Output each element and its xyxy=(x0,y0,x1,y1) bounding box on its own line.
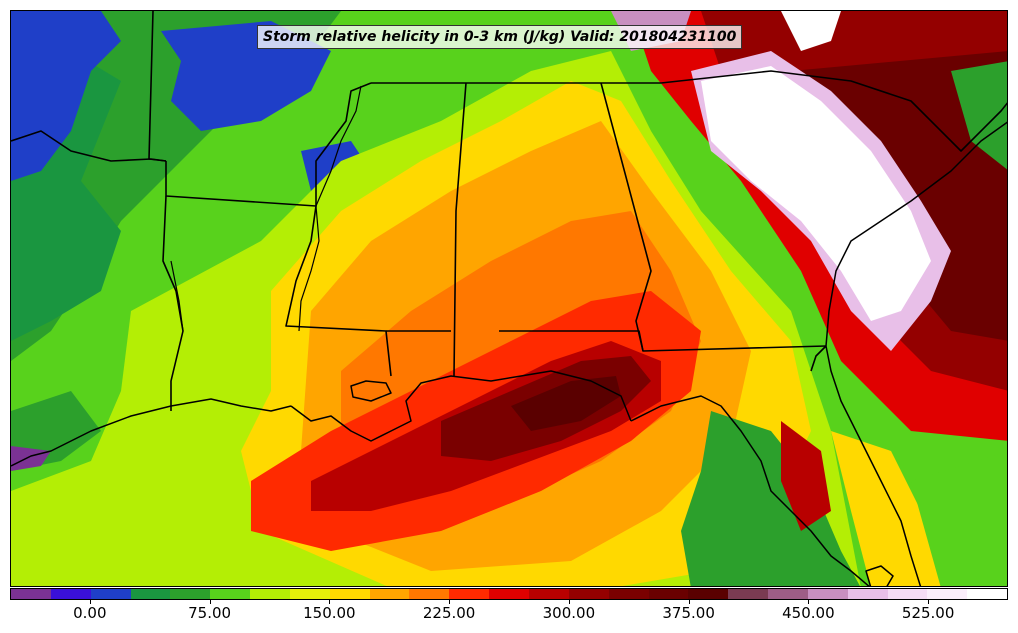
colorbar-segment xyxy=(688,589,729,599)
coast-florida-gulf xyxy=(630,395,870,586)
colorbar xyxy=(10,588,1008,600)
colorbar-segment xyxy=(807,589,848,599)
border-ga-fl-east xyxy=(810,345,827,372)
colorbar-segment xyxy=(250,589,290,599)
border-al-ga xyxy=(600,82,827,352)
colorbar-segment xyxy=(11,589,51,599)
border-al-fl xyxy=(499,330,644,352)
colorbar-segment xyxy=(130,589,171,599)
field-northeast-white xyxy=(781,11,841,51)
colorbar-tick-label: 225.00 xyxy=(422,604,476,622)
colorbar-segment xyxy=(170,589,211,599)
border-tx-la xyxy=(162,195,184,411)
colorbar-segment xyxy=(887,589,928,599)
colorbar-labels: 0.00 75.00 150.00 225.00 300.00 375.00 450.00 5… xyxy=(10,600,1008,630)
colorbar-tick-label: 150.00 xyxy=(303,604,356,622)
coastlines xyxy=(11,121,1007,586)
colorbar-segment xyxy=(927,589,968,599)
colorbar-segment xyxy=(568,589,609,599)
colorbar-segment xyxy=(847,589,888,599)
river-mississippi xyxy=(298,85,362,332)
colorbar-segment xyxy=(289,589,330,599)
rivers xyxy=(170,85,362,332)
colorbar-segment xyxy=(449,589,490,599)
coast-atlantic-carolina xyxy=(825,121,1007,347)
colorbar-segment xyxy=(967,589,1008,599)
field-northwest-blue xyxy=(11,11,121,181)
field-florida-red xyxy=(781,421,831,531)
colorbar-tick-label: 375.00 xyxy=(662,604,715,622)
colorbar-segment xyxy=(409,589,450,599)
colorbar-segment xyxy=(90,589,131,599)
border-ok-red-river xyxy=(11,130,167,162)
border-ark-la xyxy=(285,205,392,377)
colorbar-tick xyxy=(808,600,810,604)
colorbar-segment xyxy=(210,589,251,599)
field-florida-yellow xyxy=(831,431,941,586)
coast-lake-pontchartrain xyxy=(350,380,392,402)
state-borders xyxy=(11,11,1007,411)
colorbar-tick-label: 525.00 xyxy=(901,604,955,622)
colorbar-tick xyxy=(329,600,331,604)
colorbar-tick-label: 450.00 xyxy=(782,604,835,622)
coast-texas xyxy=(11,398,292,467)
colorbar-segment xyxy=(648,589,689,599)
coast-louisiana xyxy=(290,370,632,442)
colorbar-tick xyxy=(928,600,930,604)
colorbar-tick-label: 300.00 xyxy=(542,604,596,622)
map-title: Storm relative helicity in 0-3 km (J/kg)… xyxy=(257,25,743,49)
field-east-white xyxy=(701,66,931,321)
field-core-max xyxy=(511,376,621,431)
colorbar-tick xyxy=(89,600,91,604)
colorbar-tick xyxy=(209,600,211,604)
border-ga-sc xyxy=(660,70,1007,152)
coast-lake-okeechobee xyxy=(865,565,894,586)
helicity-contour-map xyxy=(11,11,1007,586)
colorbar-segment xyxy=(369,589,410,599)
colorbar-tick-label: 75.00 xyxy=(188,604,232,622)
colorbar-segment xyxy=(329,589,370,599)
coast-florida-atlantic xyxy=(825,345,922,586)
river-sabine xyxy=(170,260,184,332)
colorbar-segment xyxy=(728,589,769,599)
map-panel: Storm relative helicity in 0-3 km (J/kg)… xyxy=(10,10,1008,587)
colorbar-segment xyxy=(50,589,91,599)
field-southwest-purple xyxy=(11,446,51,471)
colorbar-tick-label: 0.00 xyxy=(73,604,107,622)
colorbar-segment xyxy=(608,589,649,599)
colorbar-segment xyxy=(528,589,569,599)
field-southeast-green xyxy=(911,451,1007,586)
colorbar-tick xyxy=(688,600,690,604)
field-northeast-green xyxy=(951,61,1007,170)
colorbar-segment xyxy=(768,589,808,599)
colorbar-segment xyxy=(489,589,529,599)
field-florida-green xyxy=(681,411,860,586)
colorbar-tick xyxy=(568,600,570,604)
colorbar-tick xyxy=(449,600,451,604)
border-ms-al xyxy=(453,82,467,377)
